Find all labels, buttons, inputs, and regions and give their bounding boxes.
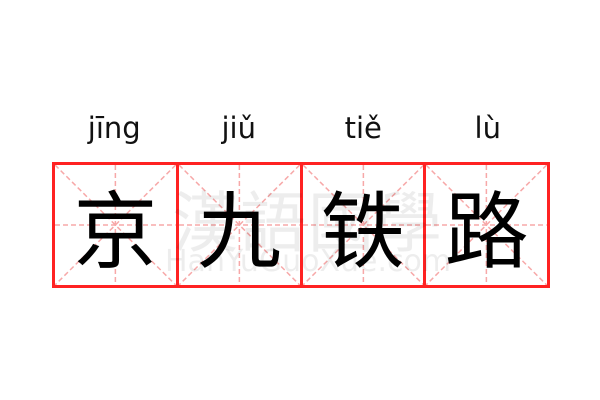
character-cell: 九 [179, 165, 303, 285]
guide-lines [426, 165, 547, 285]
character-cell: 京 [55, 165, 179, 285]
guide-line [55, 165, 176, 285]
character-cell: 铁 [303, 165, 427, 285]
pinyin-3: tiě [344, 111, 382, 145]
guide-lines [303, 165, 424, 285]
guide-line [55, 165, 176, 285]
guide-line [426, 165, 547, 285]
character-2: 九 [197, 182, 282, 281]
character-4: 路 [444, 182, 529, 281]
guide-line [303, 165, 424, 285]
guide-lines [179, 165, 300, 285]
guide-lines [55, 165, 176, 285]
pinyin-row: jīng jiǔ tiě lù [52, 108, 550, 148]
guide-line [426, 165, 547, 285]
guide-line [179, 165, 300, 285]
guide-line [303, 165, 424, 285]
character-grid: 京 九 铁 路 [52, 162, 550, 288]
guide-line [179, 165, 300, 285]
pinyin-1: jīng [87, 111, 141, 145]
pinyin-2: jiǔ [221, 111, 257, 145]
character-cell: 路 [426, 165, 547, 285]
character-3: 铁 [320, 182, 405, 281]
character-1: 京 [73, 182, 158, 281]
pinyin-4: lù [474, 111, 501, 145]
